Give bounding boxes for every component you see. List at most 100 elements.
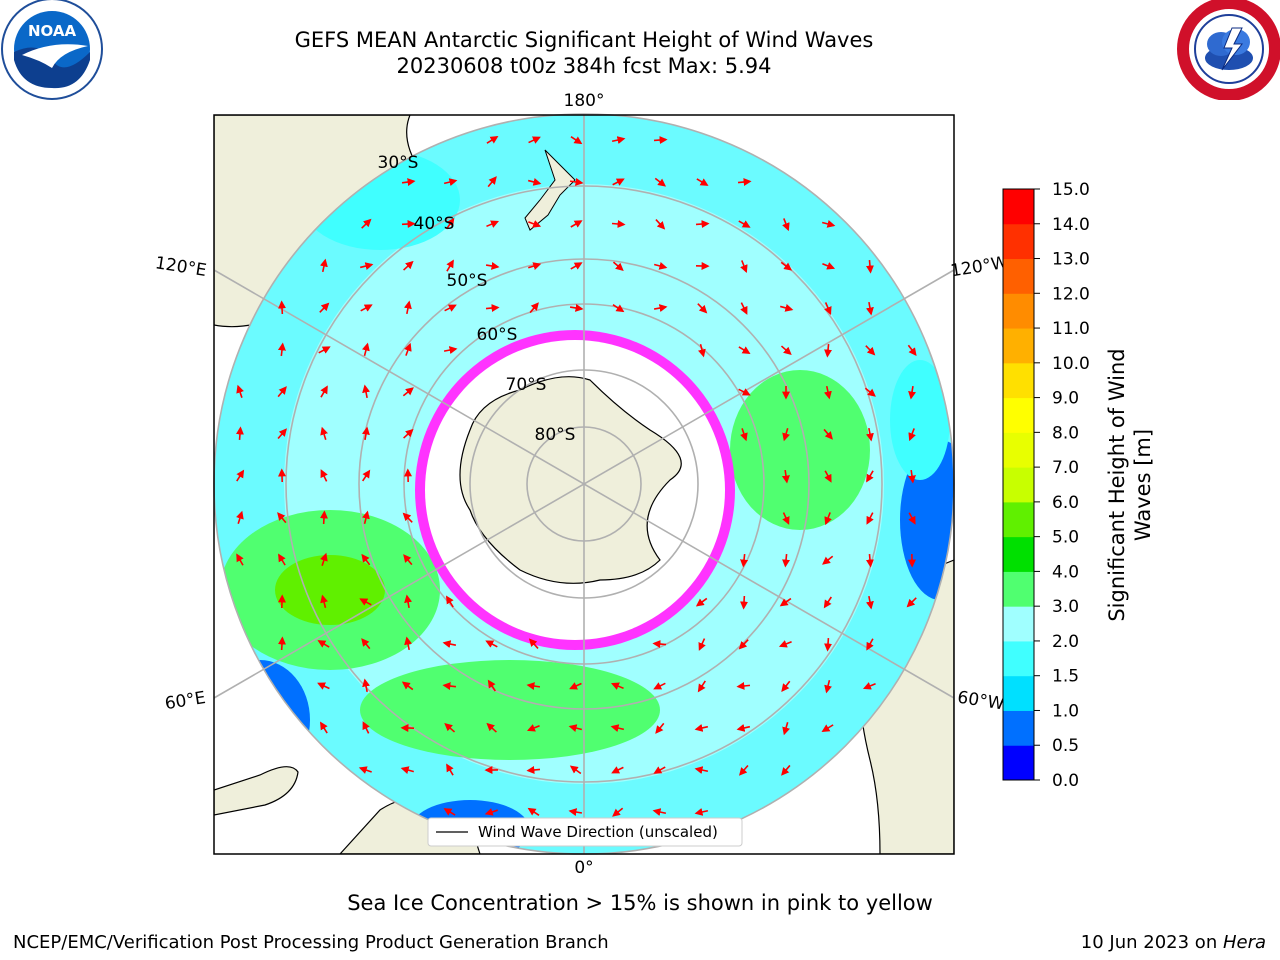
wind-wave-arrow (236, 553, 244, 566)
wind-wave-arrow (404, 636, 413, 651)
colorbar-segment (1003, 362, 1034, 399)
colorbar-tick-label: 3.0 (1052, 597, 1079, 617)
wind-wave-arrow (736, 681, 751, 690)
colorbar-tick-label: 9.0 (1052, 389, 1079, 409)
wind-wave-arrow (362, 469, 371, 482)
land-antarctica (459, 376, 682, 584)
wind-wave-arrow (485, 261, 500, 270)
colorbar-segment (1003, 293, 1034, 329)
lat-label-40s: 40°S (414, 214, 455, 234)
wind-wave-arrow (402, 512, 413, 523)
wind-wave-arrow (317, 682, 330, 690)
wind-wave-arrow (653, 262, 668, 270)
nws-logo-icon (1177, 0, 1280, 100)
wind-wave-arrow (528, 638, 539, 649)
wind-wave-arrow (698, 638, 706, 651)
wind-wave-arrow (569, 303, 584, 312)
wind-wave-arrow (698, 343, 706, 358)
lon-label-120w: 120°W (949, 253, 1009, 282)
colorbar-tick-label: 6.0 (1052, 493, 1079, 513)
wind-wave-arrow (865, 301, 874, 316)
wind-wave-arrow (401, 681, 414, 691)
wind-wave-arrow (443, 808, 456, 816)
colorbar-tick-label: 4.0 (1052, 562, 1079, 582)
wind-wave-arrow (695, 220, 710, 229)
wind-wave-arrow (487, 176, 497, 188)
legend-label: Wind Wave Direction (unscaled) (478, 823, 718, 841)
wind-wave-arrow (403, 428, 414, 439)
lat-label-50s: 50°S (447, 271, 488, 291)
wind-wave-arrow (320, 426, 328, 440)
wind-wave-arrow (782, 553, 791, 568)
colorbar-segment (1003, 189, 1034, 225)
wind-wave-arrow (569, 177, 584, 186)
wind-wave-arrow (277, 342, 286, 357)
wind-wave-arrow (821, 220, 836, 228)
wind-wave-arrow (652, 808, 667, 816)
wind-wave-arrow (738, 346, 751, 354)
noaa-logo-icon: NOAA (1, 0, 103, 100)
wind-wave-arrow (740, 595, 749, 610)
colorbar-segment (1003, 397, 1034, 433)
colorbar-tick-label: 12.0 (1052, 284, 1090, 304)
wind-wave-arrow (442, 640, 457, 649)
wind-wave-arrow (277, 428, 287, 440)
lat-label-60s: 60°S (477, 325, 518, 345)
wind-wave-arrow (361, 638, 371, 650)
wind-wave-arrow (653, 136, 668, 145)
wind-wave-arrow (908, 428, 916, 442)
wind-wave-arrow (278, 300, 287, 315)
wind-wave-arrow (362, 678, 371, 693)
lon-label-0: 0° (574, 858, 593, 878)
wind-wave-arrow (236, 510, 244, 524)
wind-wave-arrow (907, 344, 917, 357)
colorbar-segment (1003, 258, 1034, 294)
wind-wave-arrow (570, 262, 583, 270)
wind-wave-arrow (403, 260, 414, 271)
wind-wave-arrow (568, 808, 583, 817)
wind-wave-arrow (824, 385, 832, 400)
wind-wave-arrow (906, 597, 917, 608)
wind-wave-arrow (569, 765, 582, 775)
wind-wave-arrow (277, 512, 287, 524)
lon-label-180: 180° (564, 91, 605, 111)
wind-wave-arrow (737, 178, 752, 187)
wind-wave-arrow (526, 765, 541, 774)
wind-wave-arrow (781, 764, 791, 776)
colorbar-segment (1003, 606, 1034, 642)
wind-wave-arrow (486, 722, 497, 733)
colorbar-segment (1003, 467, 1034, 503)
wind-wave-arrow (361, 426, 370, 441)
wind-wave-arrow (320, 721, 328, 734)
wind-wave-arrow (528, 136, 541, 144)
wind-wave-arrow (362, 510, 370, 525)
wind-wave-arrow (445, 217, 455, 230)
wind-wave-arrow (779, 304, 794, 312)
wind-wave-arrow (612, 807, 624, 817)
wind-wave-arrow (401, 178, 416, 187)
colorbar-tick-label: 0.5 (1052, 736, 1079, 756)
wind-wave-arrow (780, 261, 793, 271)
colorbar-tick-label: 7.0 (1052, 458, 1079, 478)
wind-wave-arrow (320, 385, 328, 398)
wind-wave-arrow (568, 724, 583, 732)
wind-wave-arrow (610, 724, 625, 732)
wind-wave-arrow (361, 218, 372, 229)
colorbar-segment (1003, 745, 1034, 781)
wind-wave-arrow (320, 258, 328, 273)
wind-wave-arrow (824, 679, 832, 694)
wind-wave-arrow (781, 469, 790, 484)
wind-wave-arrow (527, 807, 540, 816)
wind-wave-arrow (908, 512, 916, 525)
wind-wave-arrow (236, 469, 245, 482)
wind-wave-arrow (862, 682, 876, 690)
map-border (213, 114, 955, 855)
wind-wave-arrow (444, 723, 456, 733)
wind-wave-arrow (486, 135, 499, 144)
wind-wave-arrow (404, 594, 413, 609)
wind-wave-arrow (736, 724, 751, 732)
wind-wave-arrow (865, 553, 874, 568)
colorbar-tick-label: 15.0 (1052, 180, 1090, 200)
map-legend: Wind Wave Direction (unscaled) (427, 817, 743, 847)
footer-right: 10 Jun 2023 on Hera (1081, 932, 1266, 953)
